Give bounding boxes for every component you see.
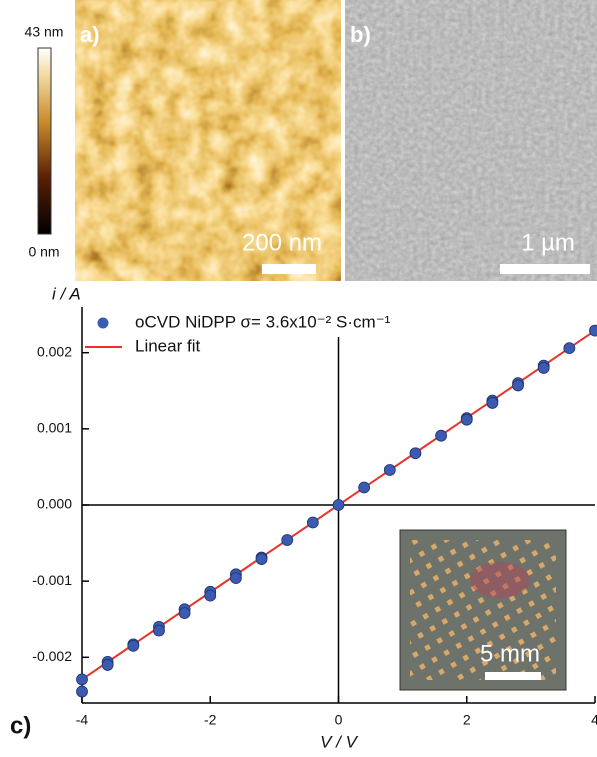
y-tick-label: 0.002 — [37, 343, 72, 359]
scale-bar — [485, 672, 541, 680]
colorbar-min: 0 nm — [28, 244, 59, 260]
page: {"images": {"colorbar_max": "43 nm", "co… — [0, 0, 597, 757]
data-point — [307, 517, 318, 528]
y-tick-label: 0.000 — [37, 496, 72, 512]
data-point — [333, 500, 344, 511]
legend-marker — [98, 318, 109, 329]
legend-label: Linear fit — [135, 336, 200, 355]
colorbar — [38, 48, 51, 234]
figure: 43 nm 0 nm a) b) 200 nm 1 µm -0.002 -0.00… — [0, 0, 597, 757]
panel-label: c) — [10, 712, 31, 739]
scale-label: 1 µm — [521, 229, 575, 256]
data-point — [128, 640, 139, 651]
data-point — [513, 380, 524, 391]
data-point — [256, 554, 267, 565]
data-point — [282, 535, 293, 546]
inset: 5 mm — [400, 530, 566, 690]
scale-bar — [262, 264, 316, 274]
data-point — [590, 325, 597, 336]
panel-label: a) — [80, 22, 100, 47]
scale-label: 5 mm — [480, 640, 540, 667]
x-tick-label: 0 — [335, 712, 343, 728]
x-tick-label: -2 — [204, 712, 217, 728]
data-point — [205, 590, 216, 601]
scale-bar — [500, 264, 590, 274]
x-tick-label: 4 — [591, 712, 597, 728]
data-point — [487, 397, 498, 408]
colorbar-max: 43 nm — [25, 24, 64, 40]
data-point — [102, 659, 113, 670]
legend-label: oCVD NiDPP σ= 3.6x10⁻² S·cm⁻¹ — [135, 312, 391, 331]
x-tick-label: -4 — [76, 712, 89, 728]
data-point — [538, 362, 549, 373]
data-point — [564, 343, 575, 354]
data-point — [153, 625, 164, 636]
inset-spot — [470, 562, 530, 598]
y-axis-label: i / A — [52, 284, 81, 303]
y-tick-label: -0.001 — [32, 572, 72, 588]
data-point — [359, 482, 370, 493]
data-point — [436, 430, 447, 441]
x-tick-label: 2 — [463, 712, 471, 728]
data-point — [179, 608, 190, 619]
y-tick-label: -0.002 — [32, 648, 72, 664]
data-point — [461, 414, 472, 425]
y-tick-label: 0.001 — [37, 420, 72, 436]
x-axis-label: V / V — [320, 732, 359, 751]
data-point — [384, 464, 395, 475]
data-point — [410, 448, 421, 459]
scale-label: 200 nm — [242, 229, 322, 256]
panel-label: b) — [350, 22, 371, 47]
data-point — [77, 674, 88, 685]
data-point — [230, 573, 241, 584]
data-point — [77, 686, 88, 697]
